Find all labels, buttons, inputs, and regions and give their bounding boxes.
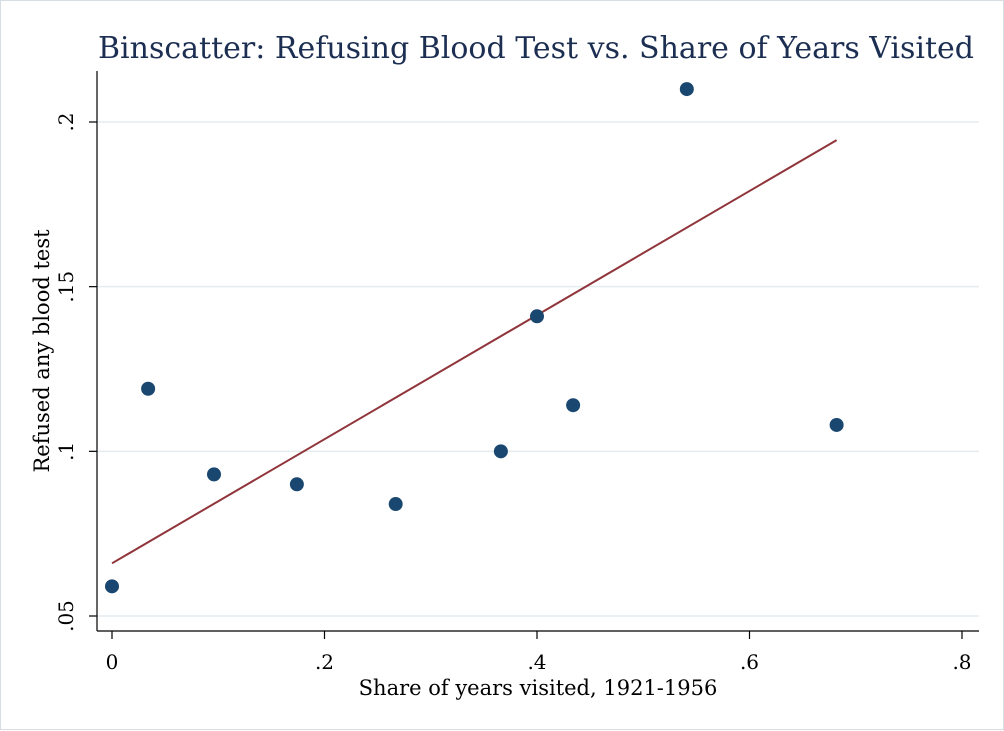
scatter-point-7 xyxy=(566,398,581,413)
y-tick-label-3: .2 xyxy=(54,112,78,131)
scatter-point-6 xyxy=(530,309,544,324)
scatter-point-9 xyxy=(829,417,844,432)
y-axis-title: Refused any blood test xyxy=(30,229,54,473)
x-axis-ticks: 0 .2 .4 .6 .8 xyxy=(106,631,972,674)
scatter-point-3 xyxy=(289,477,304,492)
scatter-point-2 xyxy=(207,467,221,482)
y-tick-label-0: .05 xyxy=(54,600,78,632)
scatter-point-1 xyxy=(141,381,156,396)
grid-lines xyxy=(97,121,979,617)
scatter-point-4 xyxy=(388,497,403,512)
chart-title: Binscatter: Refusing Blood Test vs. Shar… xyxy=(98,31,974,66)
scatter-points xyxy=(105,82,844,594)
x-tick-label-3: .6 xyxy=(740,650,759,674)
y-tick-label-1: .1 xyxy=(54,442,78,461)
scatter-point-0 xyxy=(105,579,119,594)
fit-line xyxy=(111,139,838,565)
x-tick-label-2: .4 xyxy=(527,650,546,674)
x-tick-label-1: .2 xyxy=(315,650,334,674)
scatter-point-5 xyxy=(493,444,508,459)
y-axis-ticks: .05 .1 .15 .2 xyxy=(54,112,97,632)
x-axis-title: Share of years visited, 1921-1956 xyxy=(359,676,718,700)
fit-line-group xyxy=(111,139,838,565)
y-tick-label-2: .15 xyxy=(54,271,78,303)
scatter-point-8 xyxy=(679,82,694,97)
x-tick-label-4: .8 xyxy=(952,650,971,674)
x-tick-label-0: 0 xyxy=(106,650,119,674)
